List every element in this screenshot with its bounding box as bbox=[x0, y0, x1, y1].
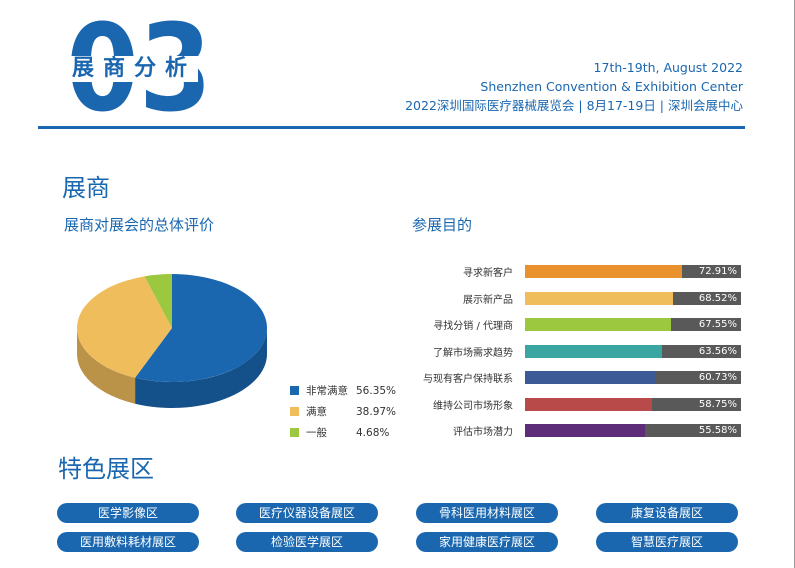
zone-pill[interactable]: 家用健康医疗展区 bbox=[416, 532, 558, 552]
bar bbox=[525, 344, 663, 358]
bar bbox=[525, 318, 671, 331]
bar-value-label: 60.73% bbox=[698, 372, 737, 383]
zone-pill[interactable]: 智慧医疗展区 bbox=[596, 532, 738, 552]
legend-value: 56.35% bbox=[356, 384, 397, 397]
bar-row: 了解市场需求趋势 63.56% bbox=[405, 343, 745, 360]
legend-item: 满意 38.97% bbox=[290, 401, 396, 422]
bar-row: 寻找分销 / 代理商 67.55% bbox=[405, 316, 745, 333]
zone-pill[interactable]: 医用敷料耗材展区 bbox=[57, 532, 199, 552]
legend-value: 38.97% bbox=[356, 405, 397, 418]
zone-pill[interactable]: 医疗仪器设备展区 bbox=[236, 503, 378, 523]
legend-label: 满意 bbox=[306, 406, 327, 418]
legend-item: 一般 4.68% bbox=[290, 422, 396, 443]
event-name: 2022深圳国际医疗器械展览会 | 8月17-19日 | 深圳会展中心 bbox=[405, 98, 743, 113]
pie-chart bbox=[74, 272, 278, 416]
legend-item: 非常满意 56.35% bbox=[290, 380, 396, 401]
bar bbox=[525, 371, 657, 384]
legend-value: 4.68% bbox=[356, 426, 390, 439]
bar-track: 55.58% bbox=[525, 424, 741, 437]
pie-chart-title: 展商对展会的总体评价 bbox=[64, 216, 215, 234]
bar-value-label: 72.91% bbox=[698, 266, 737, 277]
bar-row: 与现有客户保持联系 60.73% bbox=[405, 369, 745, 386]
zone-pill[interactable]: 康复设备展区 bbox=[596, 503, 738, 523]
bar bbox=[525, 265, 683, 278]
bar-track: 72.91% bbox=[525, 265, 741, 278]
bar-track: 68.52% bbox=[525, 291, 741, 305]
bar-value-label: 55.58% bbox=[698, 425, 737, 436]
bar-category-label: 与现有客户保持联系 bbox=[423, 374, 513, 385]
bar-category-label: 了解市场需求趋势 bbox=[433, 347, 513, 359]
bar-row: 维持公司市场形象 58.75% bbox=[405, 396, 745, 413]
bar-category-label: 寻求新客户 bbox=[463, 268, 513, 279]
zone-pill[interactable]: 检验医学展区 bbox=[236, 532, 378, 552]
bar bbox=[525, 397, 652, 411]
bar-chart-title: 参展目的 bbox=[412, 216, 473, 234]
legend-swatch bbox=[290, 428, 299, 437]
bar-track: 67.55% bbox=[525, 318, 741, 331]
bar-category-label: 展示新产品 bbox=[463, 294, 513, 306]
bar-category-label: 评估市场潜力 bbox=[453, 427, 513, 438]
zone-pill[interactable]: 骨科医用材料展区 bbox=[416, 503, 558, 523]
pie-chart-svg bbox=[77, 274, 268, 408]
bar-value-label: 63.56% bbox=[698, 345, 737, 357]
bar-value-label: 67.55% bbox=[698, 319, 737, 330]
legend-swatch bbox=[290, 386, 299, 395]
section-heading-featured: 特色展区 bbox=[58, 455, 154, 483]
pie-side-1-0 bbox=[77, 328, 136, 404]
bar bbox=[525, 424, 646, 437]
event-date: 17th-19th, August 2022 bbox=[593, 60, 743, 75]
bar-chart: 寻求新客户 72.91% 展示新产品 68.52% 寻找分销 / 代理商 67.55% 了解… bbox=[405, 263, 745, 449]
pie-slice-0 bbox=[135, 274, 268, 382]
bar-track: 63.56% bbox=[525, 344, 741, 358]
bar-value-label: 68.52% bbox=[698, 292, 737, 304]
zone-pill[interactable]: 医学影像区 bbox=[57, 503, 199, 523]
page-title: 展商分析 bbox=[70, 56, 199, 82]
bar-category-label: 寻找分销 / 代理商 bbox=[433, 321, 513, 332]
pie-legend: 非常满意 56.35% 满意 38.97% 一般 4.68% bbox=[290, 380, 396, 443]
legend-swatch bbox=[290, 407, 299, 416]
header-divider bbox=[38, 126, 745, 129]
bar-row: 展示新产品 68.52% bbox=[405, 290, 745, 307]
event-info: 17th-19th, August 2022 Shenzhen Conventi… bbox=[405, 58, 743, 115]
bar-track: 58.75% bbox=[525, 397, 741, 411]
pie-slice-2 bbox=[144, 274, 172, 328]
bar bbox=[525, 291, 673, 305]
section-heading-exhibitor: 展商 bbox=[62, 174, 110, 202]
bar-row: 寻求新客户 72.91% bbox=[405, 263, 745, 280]
pie-slice-1 bbox=[77, 276, 172, 378]
legend-label: 一般 bbox=[306, 427, 327, 439]
bar-row: 评估市场潜力 55.58% bbox=[405, 422, 745, 439]
legend-label: 非常满意 bbox=[306, 385, 348, 397]
bar-category-label: 维持公司市场形象 bbox=[433, 400, 513, 412]
bar-track: 60.73% bbox=[525, 371, 741, 384]
pie-side-0-0 bbox=[135, 328, 267, 408]
event-venue: Shenzhen Convention & Exhibition Center bbox=[480, 79, 743, 94]
bar-value-label: 58.75% bbox=[698, 398, 737, 410]
